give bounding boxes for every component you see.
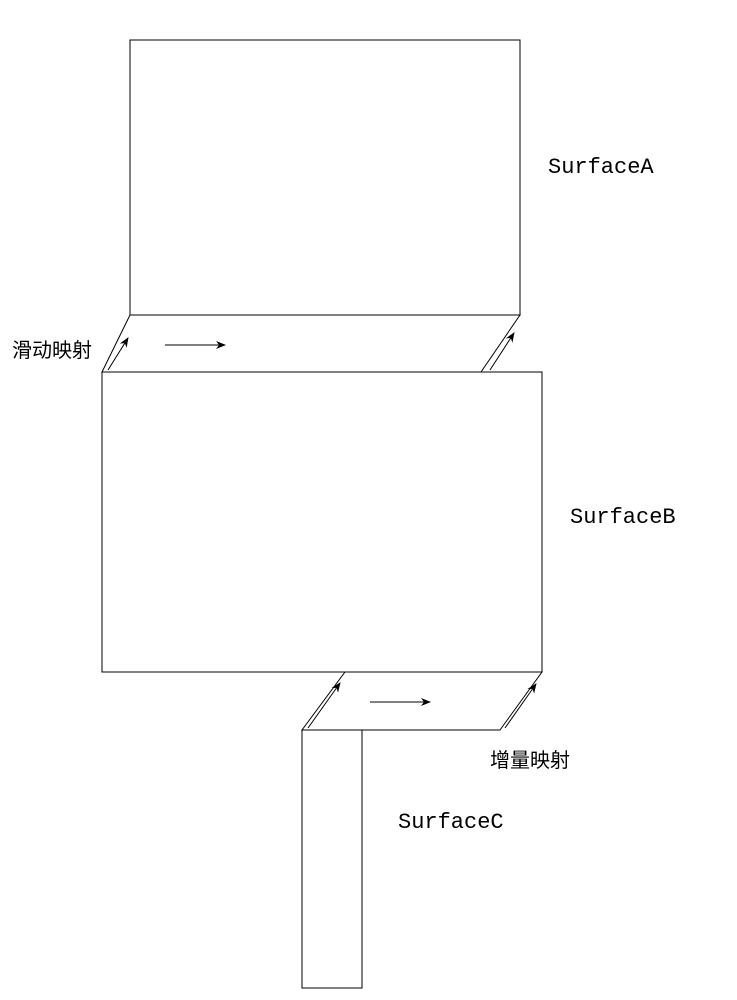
shapes-group (102, 40, 542, 988)
label-slide-mapping: 滑动映射 (12, 334, 92, 363)
label-surface-a: SurfaceA (548, 155, 654, 180)
diagram-svg (0, 0, 737, 1000)
label-surface-c: SurfaceC (398, 810, 504, 835)
label-increment-mapping: 增量映射 (490, 744, 570, 773)
arrows-group (108, 333, 536, 728)
label-surface-b: SurfaceB (570, 505, 676, 530)
